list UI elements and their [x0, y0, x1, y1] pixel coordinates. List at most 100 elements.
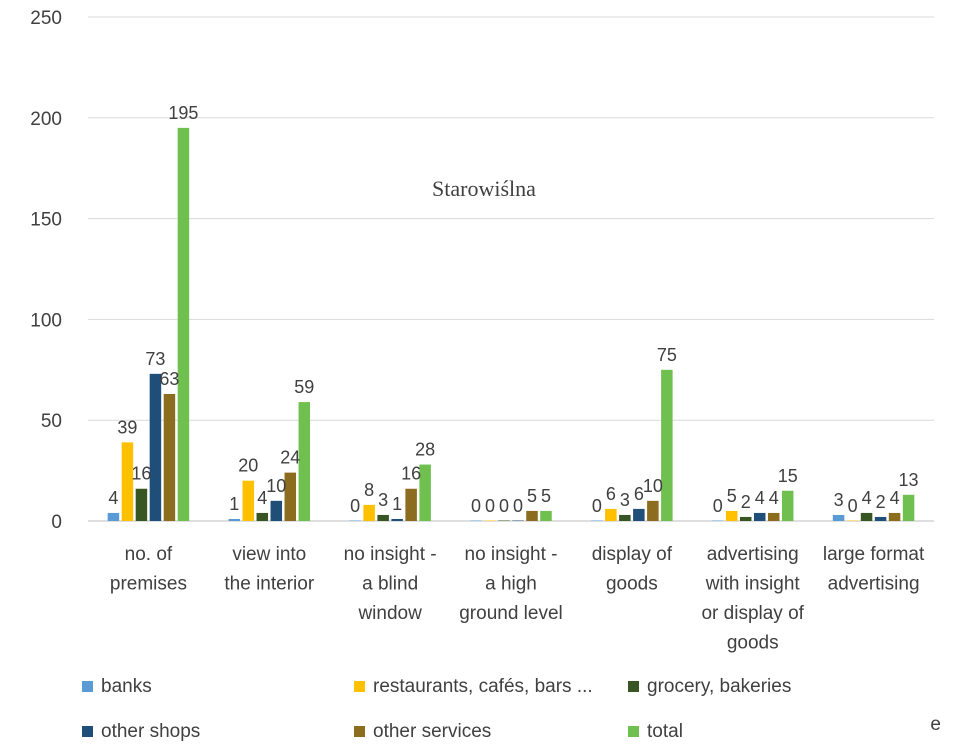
- data-label: 4: [890, 488, 900, 508]
- data-label: 24: [280, 448, 300, 468]
- bar-other-shops: [874, 516, 887, 521]
- data-label: 4: [108, 488, 118, 508]
- data-label: 4: [769, 488, 779, 508]
- legend-swatch: [354, 681, 365, 692]
- data-label: 0: [350, 496, 360, 516]
- bar-banks: [832, 514, 845, 521]
- category-label: display of goods: [592, 544, 673, 595]
- y-tick-label: 0: [51, 512, 62, 533]
- data-label: 3: [834, 490, 844, 510]
- y-tick-label: 250: [30, 8, 62, 29]
- legend-swatch: [628, 726, 639, 737]
- bar-restaurants-caf-s-bars: [484, 520, 496, 521]
- data-label: 6: [634, 484, 644, 504]
- bar-grocery-bakeries: [135, 488, 148, 521]
- data-label: 59: [294, 377, 314, 397]
- data-label: 16: [401, 464, 421, 484]
- data-label: 3: [378, 490, 388, 510]
- category-label: no. of premises: [110, 544, 187, 595]
- bar-grocery-bakeries: [377, 514, 389, 521]
- legend-swatch: [82, 681, 93, 692]
- data-label: 73: [145, 349, 165, 369]
- bar-grocery-bakeries: [619, 514, 631, 521]
- bar-total: [902, 494, 915, 521]
- data-label: 10: [643, 476, 663, 496]
- data-label: 0: [485, 496, 495, 516]
- bar-other-shops: [633, 508, 645, 521]
- category-label: no insight -a high ground level: [459, 544, 563, 624]
- bar-other-shops: [512, 520, 524, 521]
- bar-other-services: [405, 488, 417, 521]
- bar-banks: [349, 520, 361, 521]
- data-label: 0: [499, 496, 509, 516]
- bar-total: [661, 369, 673, 521]
- bar-other-services: [888, 512, 901, 521]
- data-label: 3: [620, 490, 630, 510]
- category-label: large format advertising: [823, 544, 925, 595]
- data-label: 1: [392, 494, 402, 514]
- category-label: view into the interior: [224, 544, 314, 595]
- y-axis: 0 50 100 150 200 250: [30, 8, 62, 533]
- bar-other-services: [163, 393, 176, 521]
- y-tick-label: 50: [41, 411, 62, 432]
- bar-total: [177, 127, 190, 521]
- bar-total: [540, 510, 552, 521]
- data-label: 5: [541, 486, 551, 506]
- bar-grocery-bakeries: [739, 516, 752, 521]
- data-label: 5: [727, 486, 737, 506]
- data-label: 0: [513, 496, 523, 516]
- bar-other-services: [647, 500, 659, 521]
- corner-mark: e: [930, 714, 941, 735]
- data-label: 16: [131, 464, 151, 484]
- chart-title: Starowiślna: [432, 176, 536, 201]
- data-label: 1: [229, 494, 239, 514]
- bar-other-services: [767, 512, 780, 521]
- data-label: 195: [168, 103, 198, 123]
- legend-label: total: [647, 721, 683, 742]
- bars: [107, 127, 915, 521]
- data-label: 13: [899, 470, 919, 490]
- bar-restaurants-caf-s-bars: [242, 480, 255, 521]
- bar-other-shops: [149, 373, 162, 521]
- bar-banks: [228, 518, 241, 521]
- legend-swatch: [628, 681, 639, 692]
- data-label: 0: [471, 496, 481, 516]
- legend-label: restaurants, cafés, bars ...: [373, 676, 593, 697]
- legend-label: grocery, bakeries: [647, 676, 791, 697]
- y-tick-label: 100: [30, 310, 62, 331]
- data-label: 39: [117, 417, 137, 437]
- bar-other-shops: [753, 512, 766, 521]
- legend-label: banks: [101, 676, 152, 697]
- data-label: 28: [415, 440, 435, 460]
- data-label: 20: [238, 456, 258, 476]
- legend-swatch: [354, 726, 365, 737]
- data-label: 10: [266, 476, 286, 496]
- bar-grocery-bakeries: [860, 512, 873, 521]
- data-label: 0: [592, 496, 602, 516]
- data-label: 63: [159, 369, 179, 389]
- data-label: 6: [606, 484, 616, 504]
- data-label: 2: [741, 492, 751, 512]
- bar-other-services: [284, 472, 297, 521]
- bar-banks: [591, 520, 603, 521]
- legend-swatch: [82, 726, 93, 737]
- bar-other-shops: [270, 500, 283, 521]
- category-label: no insight -a blind window: [344, 544, 437, 624]
- category-label: advertising with insight or display of good…: [701, 544, 804, 654]
- bar-banks: [107, 512, 120, 521]
- bar-other-shops: [391, 518, 403, 521]
- x-axis-categories: no. of premises view into the interior no in…: [110, 544, 925, 654]
- bar-grocery-bakeries: [498, 520, 510, 521]
- legend-label: other shops: [101, 721, 200, 742]
- legend: banks restaurants, cafés, bars ... grocery…: [82, 676, 791, 742]
- bar-banks: [711, 520, 724, 521]
- bar-total: [419, 464, 431, 521]
- gridlines: [88, 16, 934, 522]
- data-label: 2: [876, 492, 886, 512]
- bar-grocery-bakeries: [256, 512, 269, 521]
- bar-total: [298, 402, 311, 521]
- y-tick-label: 200: [30, 109, 62, 130]
- data-label: 4: [257, 488, 267, 508]
